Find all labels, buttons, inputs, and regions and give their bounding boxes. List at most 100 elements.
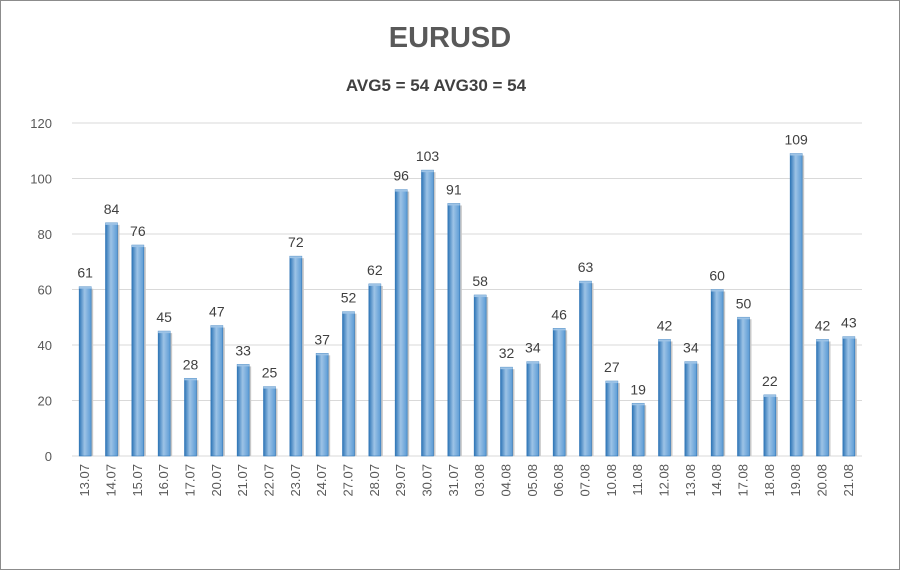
x-tick-label: 06.08 bbox=[551, 464, 566, 497]
bar-cap bbox=[737, 317, 750, 320]
data-label: 109 bbox=[784, 132, 808, 148]
data-label: 22 bbox=[762, 373, 778, 389]
data-label: 27 bbox=[604, 359, 620, 375]
bars bbox=[78, 153, 857, 457]
x-tick-label: 17.08 bbox=[736, 464, 751, 497]
bar-cap bbox=[289, 256, 302, 259]
bar bbox=[473, 294, 487, 457]
bar-cap bbox=[553, 328, 566, 331]
x-tick-label: 11.08 bbox=[630, 464, 645, 496]
data-label: 42 bbox=[815, 317, 831, 333]
bar bbox=[368, 283, 382, 457]
data-label: 50 bbox=[736, 295, 752, 311]
data-label: 62 bbox=[367, 262, 383, 278]
data-label: 28 bbox=[183, 356, 199, 372]
bar-cap bbox=[79, 286, 92, 289]
chart-subtitle: AVG5 = 54 AVG30 = 54 bbox=[345, 76, 527, 95]
data-label: 58 bbox=[472, 273, 488, 289]
x-tick-label: 13.08 bbox=[683, 464, 698, 497]
bar bbox=[315, 353, 329, 457]
x-tick-label: 30.07 bbox=[420, 464, 435, 497]
x-tick-label: 04.08 bbox=[499, 464, 514, 497]
bar bbox=[157, 330, 171, 457]
bar bbox=[710, 289, 724, 457]
bar-cap bbox=[605, 381, 618, 384]
data-label: 61 bbox=[77, 265, 93, 281]
bar bbox=[184, 377, 197, 457]
x-tick-label: 12.08 bbox=[657, 464, 672, 497]
bar bbox=[210, 325, 224, 457]
x-tick-label: 21.08 bbox=[841, 464, 856, 497]
y-tick-label: 40 bbox=[38, 338, 52, 353]
data-label: 47 bbox=[209, 304, 225, 320]
x-tick-label: 14.08 bbox=[709, 464, 724, 497]
data-label: 45 bbox=[156, 309, 172, 325]
data-label: 46 bbox=[551, 306, 567, 322]
bar-cap bbox=[816, 339, 829, 342]
data-labels: 61 84 76 45 28 47 33 25 72 37 52 62 96 103 91 58 32 34 46 6… bbox=[77, 132, 856, 398]
bar-cap bbox=[790, 153, 803, 156]
x-tick-label: 13.07 bbox=[77, 464, 92, 497]
data-label: 60 bbox=[709, 268, 725, 284]
bar bbox=[263, 386, 276, 457]
bar bbox=[789, 153, 803, 457]
bar bbox=[131, 244, 145, 457]
data-label: 25 bbox=[262, 365, 278, 381]
bar-cap bbox=[105, 222, 118, 225]
bar-cap bbox=[526, 361, 539, 364]
bar-cap bbox=[158, 331, 171, 334]
bar bbox=[631, 402, 645, 457]
bar bbox=[236, 364, 250, 457]
bar bbox=[105, 222, 118, 457]
x-tick-label: 28.07 bbox=[367, 464, 382, 497]
bar-cap bbox=[210, 325, 223, 328]
x-tick-label: 23.07 bbox=[288, 464, 303, 497]
bar bbox=[500, 366, 513, 457]
data-label: 91 bbox=[446, 181, 462, 197]
bar bbox=[684, 361, 698, 457]
bar-cap bbox=[342, 311, 355, 314]
bar-cap bbox=[395, 189, 408, 192]
bar bbox=[421, 169, 434, 457]
bar-cap bbox=[131, 245, 144, 248]
data-label: 72 bbox=[288, 234, 304, 250]
bar bbox=[842, 336, 856, 457]
data-label: 52 bbox=[341, 290, 357, 306]
x-tick-label: 24.07 bbox=[314, 464, 329, 497]
x-tick-label: 17.07 bbox=[183, 464, 198, 497]
y-axis-ticks: 0 20 40 60 80 100 120 bbox=[30, 116, 52, 464]
bar-cap bbox=[421, 170, 434, 173]
y-tick-label: 60 bbox=[38, 283, 52, 298]
bar-cap bbox=[237, 364, 250, 367]
y-tick-label: 120 bbox=[30, 116, 52, 131]
x-tick-label: 29.07 bbox=[393, 464, 408, 497]
x-tick-label: 16.07 bbox=[156, 464, 171, 497]
x-tick-label: 05.08 bbox=[525, 464, 540, 497]
bar bbox=[737, 316, 750, 457]
bar-cap bbox=[316, 353, 329, 356]
bar bbox=[763, 394, 777, 457]
data-label: 84 bbox=[104, 201, 120, 217]
bar bbox=[289, 255, 303, 457]
bar-cap bbox=[763, 394, 776, 397]
x-tick-label: 07.08 bbox=[578, 464, 593, 497]
bar-cap bbox=[184, 378, 197, 381]
bar bbox=[579, 280, 592, 457]
data-label: 19 bbox=[630, 381, 646, 397]
x-tick-label: 27.07 bbox=[341, 464, 356, 497]
bar bbox=[816, 339, 829, 457]
x-tick-label: 19.08 bbox=[788, 464, 803, 497]
bar-cap bbox=[711, 289, 724, 292]
bar bbox=[605, 380, 619, 457]
x-tick-label: 20.07 bbox=[209, 464, 224, 497]
x-tick-label: 14.07 bbox=[104, 464, 119, 497]
x-tick-label: 31.07 bbox=[446, 464, 461, 497]
data-label: 43 bbox=[841, 315, 857, 331]
bar-cap bbox=[579, 281, 592, 284]
data-label: 63 bbox=[578, 259, 594, 275]
bar-cap bbox=[632, 403, 645, 406]
x-tick-label: 10.08 bbox=[604, 464, 619, 497]
bar bbox=[78, 286, 92, 457]
gridlines bbox=[72, 122, 862, 457]
data-label: 37 bbox=[314, 331, 330, 347]
